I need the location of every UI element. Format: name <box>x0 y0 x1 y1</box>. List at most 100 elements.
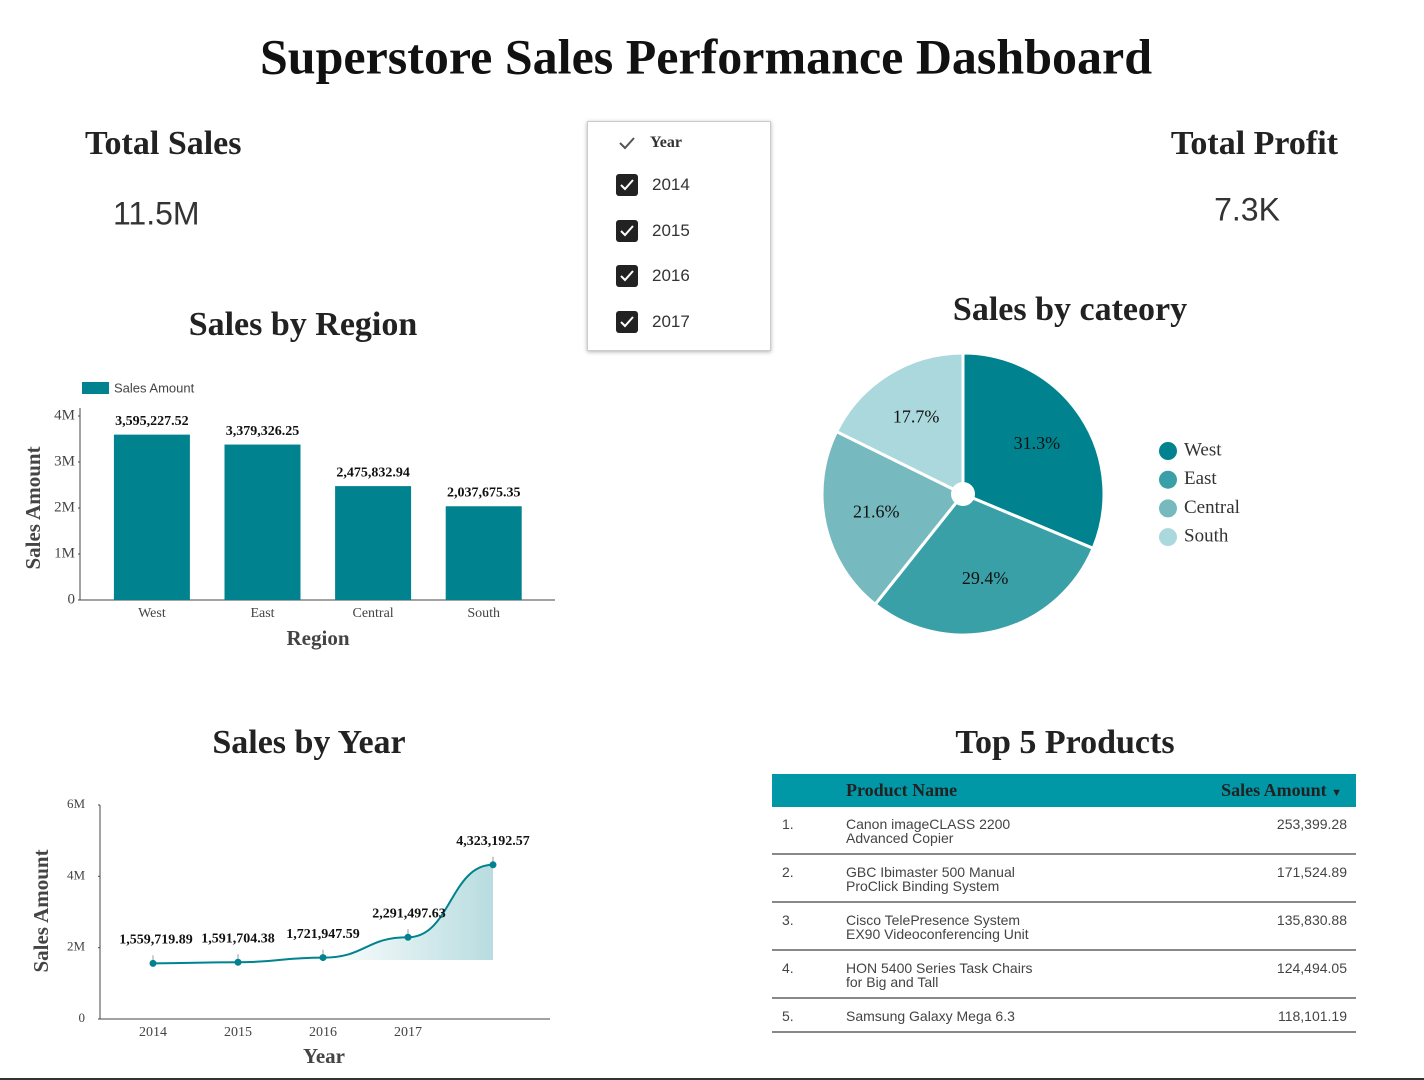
table-title: Top 5 Products <box>955 724 1174 761</box>
chart-title: Sales by Year <box>212 724 405 761</box>
bar <box>224 444 301 600</box>
legend-swatch <box>1159 470 1177 489</box>
filter-option[interactable]: 2016 <box>616 265 690 287</box>
filter-option[interactable]: 2015 <box>616 219 690 242</box>
x-axis-label: Year <box>303 1044 345 1068</box>
point-value-label: 1,721,947.59 <box>286 927 360 942</box>
x-tick-label: East <box>250 606 274 621</box>
row-number: 4. <box>772 950 846 999</box>
x-tick-label: West <box>138 606 166 621</box>
y-axis-label: Sales Amount <box>29 849 53 972</box>
bar <box>445 506 522 600</box>
bar <box>113 434 190 600</box>
bar-value-label: 2,037,675.35 <box>447 485 521 500</box>
y-tick-label: 3M <box>54 453 75 469</box>
checkbox[interactable] <box>616 174 638 196</box>
filter-option-label: 2016 <box>652 266 690 285</box>
y-tick-label: 2M <box>67 939 86 954</box>
point <box>319 954 327 962</box>
checkbox[interactable] <box>616 265 638 287</box>
line <box>152 863 494 965</box>
checkbox[interactable] <box>616 219 638 242</box>
table-row: 1. Canon imageCLASS 2200 Advanced Copier 2… <box>772 807 1356 855</box>
y-tick-label: 4M <box>54 407 75 423</box>
kpi-value: 11.5M <box>113 195 200 231</box>
sales-amount: 171,524.89 <box>1216 854 1356 903</box>
product-name: Cisco TelePresence System EX90 Videoconf… <box>846 902 1216 951</box>
top-products-table: Product Name Sales Amount ▼ 1. Canon imag… <box>772 774 1356 1033</box>
point-value-label: 4,323,192.57 <box>456 834 530 849</box>
bar <box>335 486 412 600</box>
filter-option-label: 2014 <box>652 175 690 194</box>
x-tick-label: Central <box>352 606 393 621</box>
checkbox[interactable] <box>616 310 638 333</box>
legend-swatch <box>1159 499 1177 518</box>
table-header: Product Name Sales Amount ▼ <box>772 774 1356 807</box>
chart-title: Sales by cateory <box>953 291 1187 328</box>
slice-label: 21.6% <box>853 502 900 522</box>
check-icon <box>620 179 634 191</box>
product-name: HON 5400 Series Task Chairs for Big and … <box>846 950 1216 999</box>
y-tick-label: 4M <box>67 867 86 882</box>
x-tick-label: South <box>467 606 500 621</box>
legend-swatch <box>82 382 109 394</box>
check-icon <box>619 137 635 150</box>
dashboard-title: Superstore Sales Performance Dashboard <box>260 28 1152 84</box>
bar-value-label: 3,595,227.52 <box>115 414 189 429</box>
filter-option-label: 2017 <box>652 311 690 331</box>
filter-label: Year <box>650 134 682 151</box>
point-value-label: 1,559,719.89 <box>119 933 193 948</box>
sales-amount: 253,399.28 <box>1216 807 1356 855</box>
bar-value-label: 2,475,832.94 <box>336 465 410 480</box>
check-icon <box>620 224 634 236</box>
kpi-value: 7.3K <box>1214 191 1280 227</box>
legend-label: East <box>1184 468 1217 489</box>
check-icon <box>620 270 634 282</box>
sales-amount: 118,101.19 <box>1216 998 1356 1033</box>
filter-option[interactable]: 2017 <box>616 310 690 333</box>
pie-slice <box>820 429 966 607</box>
y-tick-label: 2M <box>54 499 75 515</box>
sales-amount: 135,830.88 <box>1216 902 1356 951</box>
slice-label: 31.3% <box>1014 433 1061 453</box>
legend-label: South <box>1184 525 1229 546</box>
column-header[interactable]: Product Name <box>846 774 1216 807</box>
filter-header[interactable]: Year <box>616 132 682 154</box>
x-tick-label: 2015 <box>224 1025 252 1040</box>
legend-label: Central <box>1184 497 1240 518</box>
kpi-label: Total Profit <box>1171 125 1339 162</box>
x-tick-label: 2016 <box>309 1025 337 1040</box>
year-filter[interactable]: Year 2014 2015 2016 2017 <box>587 121 771 351</box>
x-tick-label: 2017 <box>394 1025 422 1040</box>
table-row: 2. GBC Ibimaster 500 Manual ProClick Bind… <box>772 854 1356 903</box>
pie-slice <box>961 351 1106 551</box>
y-tick-label: 1M <box>54 545 75 561</box>
slice-label: 17.7% <box>893 407 940 427</box>
point <box>404 933 412 941</box>
slice-label: 29.4% <box>962 568 1009 588</box>
table-row: 5. Samsung Galaxy Mega 6.3 118,101.19 <box>772 998 1356 1033</box>
point-value-label: 2,291,497.63 <box>372 906 446 921</box>
legend-swatch <box>1159 528 1177 547</box>
chart-title: Sales by Region <box>189 306 418 343</box>
y-axis-label: Sales Amount <box>21 446 45 569</box>
legend-label: West <box>1184 439 1222 460</box>
filter-option-label: 2015 <box>652 220 690 240</box>
filter-option[interactable]: 2014 <box>616 174 690 196</box>
pie-slice <box>834 351 965 497</box>
row-number: 2. <box>772 854 846 903</box>
sales-amount: 124,494.05 <box>1216 950 1356 999</box>
pie-hole <box>951 482 975 506</box>
sort-icon: ▼ <box>1331 787 1342 799</box>
column-header[interactable]: Sales Amount ▼ <box>1216 774 1356 807</box>
x-axis-label: Region <box>287 626 350 650</box>
row-number: 1. <box>772 807 846 855</box>
table-row: 3. Cisco TelePresence System EX90 Videoco… <box>772 902 1356 951</box>
point <box>149 959 157 967</box>
x-tick-label: 2014 <box>139 1025 167 1040</box>
row-number: 3. <box>772 902 846 951</box>
point <box>489 861 497 869</box>
row-number: 5. <box>772 998 846 1033</box>
